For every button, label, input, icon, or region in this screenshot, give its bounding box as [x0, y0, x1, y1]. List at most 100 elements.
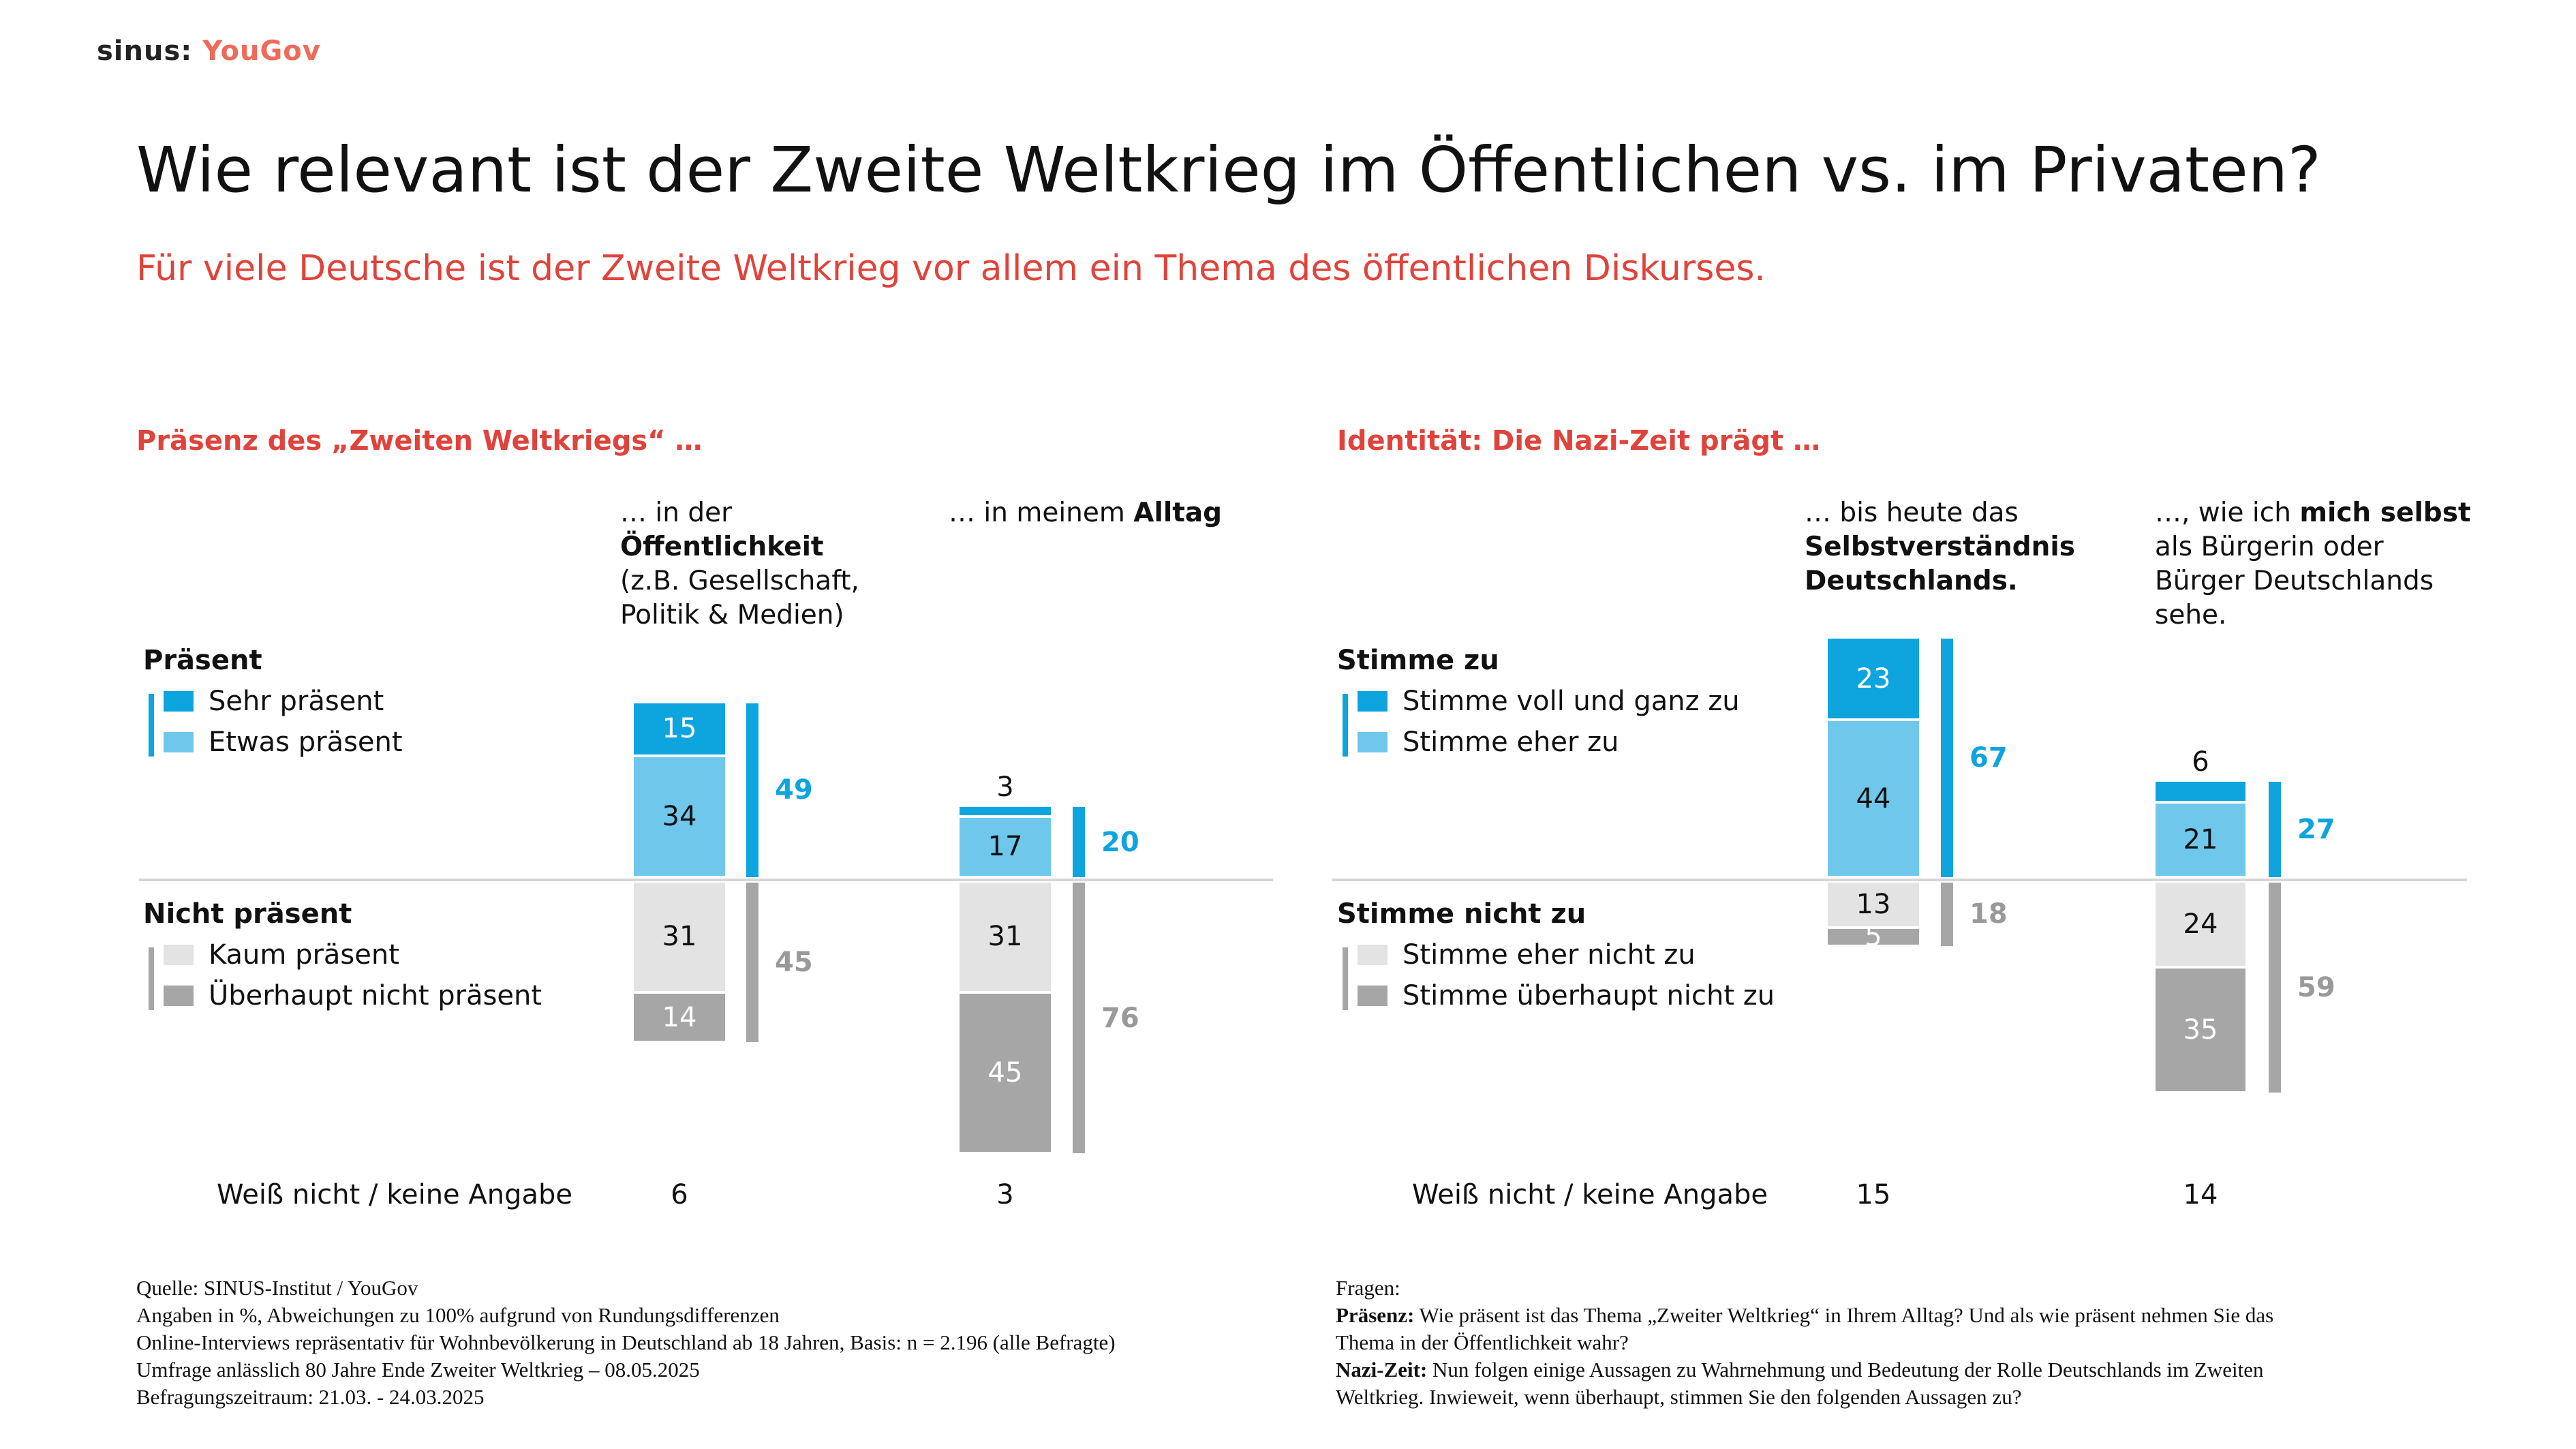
bar-segment-label: 17	[960, 817, 1051, 876]
heading-bold-text: Alltag	[1133, 498, 1223, 528]
dont-know-value: 3	[996, 1179, 1014, 1210]
legend-swatch	[164, 691, 194, 712]
legend-bracket-positive	[1343, 694, 1348, 757]
column-heading-line: …, wie ich mich selbst	[2155, 496, 2471, 530]
legend-label: Stimme voll und ganz zu	[1402, 686, 1740, 717]
total-label-positive: 67	[1969, 742, 2008, 774]
left-section-title: Präsenz des „Zweiten Weltkriegs“ …	[136, 425, 703, 457]
footer-line: Quelle: SINUS-Institut / YouGov	[136, 1276, 418, 1300]
footer-question-label: Präsenz:	[1336, 1303, 1415, 1327]
legend-swatch	[1358, 945, 1387, 965]
bar-segment-label: 34	[634, 757, 725, 876]
total-label-negative: 45	[775, 947, 813, 979]
footer-line: Umfrage anlässlich 80 Jahre Ende Zweiter…	[136, 1358, 700, 1382]
heading-text: … bis heute das	[1805, 498, 2019, 528]
legend-swatch	[164, 986, 194, 1006]
column-heading-line: Politik & Medien)	[620, 598, 859, 632]
footer-source: Quelle: SINUS-Institut / YouGov Angaben …	[136, 1275, 1116, 1411]
legend-item-kaum-praesent: Kaum präsent	[164, 939, 399, 971]
footer-line: Befragungszeitraum: 21.03. - 24.03.2025	[136, 1385, 485, 1409]
total-label-positive: 49	[775, 774, 813, 806]
bar-segment	[960, 807, 1051, 815]
total-bar-positive	[746, 703, 758, 877]
column-heading-line: … bis heute das	[1805, 496, 2075, 530]
total-bar-positive	[1073, 807, 1085, 877]
legend-group-stimme-nicht-zu: Stimme nicht zu	[1337, 898, 1586, 930]
column-heading-line: Bürger Deutschlands	[2155, 564, 2471, 598]
page-subtitle: Für viele Deutsche ist der Zweite Weltkr…	[136, 248, 1766, 289]
total-label-negative: 76	[1101, 1002, 1139, 1034]
bar-segment-label: 15	[634, 703, 725, 754]
legend-item-sehr-praesent: Sehr präsent	[164, 686, 384, 717]
legend-group-nicht-praesent: Nicht präsent	[143, 898, 352, 930]
legend-swatch	[164, 732, 194, 752]
right-dont-know-label: Weiß nicht / keine Angabe	[1412, 1179, 1768, 1210]
heading-text: sehe.	[2155, 600, 2227, 630]
dont-know-value: 6	[671, 1179, 688, 1210]
dont-know-value: 15	[1856, 1179, 1891, 1210]
footer-question-praesenz: Präsenz: Wie präsent ist das Thema „Zwei…	[1336, 1302, 2273, 1329]
heading-text: … in der	[620, 498, 733, 528]
legend-item-stimme-voll-und-ganz-zu: Stimme voll und ganz zu	[1358, 686, 1740, 717]
column-heading-line: Selbstverständnis	[1805, 530, 2075, 564]
footer-question-text: Nun folgen einige Aussagen zu Wahrnehmun…	[1427, 1358, 2264, 1382]
bar-segment	[2156, 782, 2245, 801]
footer-line: Angaben in %, Abweichungen zu 100% aufgr…	[136, 1303, 780, 1327]
column-heading-line: als Bürgerin oder	[2155, 530, 2471, 564]
heading-text: Politik & Medien)	[620, 600, 844, 630]
heading-text: Bürger Deutschlands	[2155, 566, 2434, 596]
total-bar-negative	[1073, 883, 1085, 1153]
bar-segment-label: 21	[2156, 803, 2245, 876]
column-heading-line: … in meinem Alltag	[949, 496, 1222, 530]
total-bar-negative	[746, 883, 758, 1043]
right-section-title: Identität: Die Nazi-Zeit prägt …	[1337, 425, 1821, 457]
total-label-positive: 27	[2297, 814, 2335, 846]
column-heading-oeffentlichkeit: … in der Öffentlichkeit (z.B. Gesellschaft…	[620, 496, 859, 632]
bar-segment: 5	[1828, 929, 1919, 945]
heading-bold-text: Selbstverständnis	[1805, 532, 2075, 562]
page-title: Wie relevant ist der Zweite Weltkrieg im…	[136, 134, 2321, 207]
footer-questions-heading: Fragen:	[1336, 1276, 1400, 1300]
dont-know-value: 14	[2183, 1179, 2218, 1210]
column-heading-line: (z.B. Gesellschaft,	[620, 564, 859, 598]
column-heading-mich-selbst: …, wie ich mich selbst als Bürgerin oder B…	[2155, 496, 2471, 632]
bar-segment: 31	[960, 883, 1051, 991]
legend-label: Sehr präsent	[209, 686, 384, 717]
heading-bold-text: Deutschlands.	[1805, 566, 2018, 596]
heading-text: (z.B. Gesellschaft,	[620, 566, 859, 596]
heading-text: als Bürgerin oder	[2155, 532, 2384, 562]
legend-item-etwas-praesent: Etwas präsent	[164, 727, 403, 758]
footer-question-label: Nazi-Zeit:	[1336, 1358, 1428, 1382]
legend-group-praesent: Präsent	[143, 645, 262, 676]
legend-bracket-positive	[149, 694, 154, 757]
legend-item-stimme-eher-zu: Stimme eher zu	[1358, 727, 1619, 758]
bar-segment-label: 3	[996, 772, 1014, 803]
legend-item-stimme-ueberhaupt-nicht-zu: Stimme überhaupt nicht zu	[1358, 980, 1775, 1011]
column-heading-line: Deutschlands.	[1805, 564, 2075, 598]
logo: sinus: YouGov	[97, 35, 321, 67]
total-label-negative: 18	[1969, 898, 2008, 930]
bar-segment: 35	[2156, 968, 2245, 1091]
footer-line: Online-Interviews repräsentativ für Wohn…	[136, 1330, 1116, 1354]
legend-swatch	[1358, 691, 1387, 712]
heading-text: …, wie ich	[2155, 498, 2300, 528]
total-bar-negative	[1941, 883, 1953, 946]
logo-sinus: sinus:	[97, 35, 193, 67]
column-heading-alltag: … in meinem Alltag	[949, 496, 1222, 530]
left-dont-know-label: Weiß nicht / keine Angabe	[217, 1179, 572, 1210]
legend-label: Stimme eher nicht zu	[1402, 939, 1696, 971]
total-label-positive: 20	[1101, 826, 1139, 858]
bar-segment-label: 23	[1828, 639, 1919, 718]
logo-yougov: YouGov	[202, 35, 321, 67]
bar-segment-label: 44	[1828, 721, 1919, 876]
bar-segment: 24	[2156, 883, 2245, 966]
footer-question-text: Wie präsent ist das Thema „Zweiter Weltk…	[1414, 1303, 2274, 1327]
legend-swatch	[1358, 986, 1387, 1006]
footer-questions: Fragen: Präsenz: Wie präsent ist das The…	[1336, 1275, 2273, 1411]
legend-label: Überhaupt nicht präsent	[209, 980, 542, 1011]
legend-label: Etwas präsent	[209, 727, 403, 758]
total-label-negative: 59	[2297, 971, 2335, 1003]
heading-text: … in meinem	[949, 498, 1134, 528]
heading-bold-text: mich selbst	[2299, 498, 2471, 528]
legend-bracket-negative	[1343, 947, 1348, 1010]
